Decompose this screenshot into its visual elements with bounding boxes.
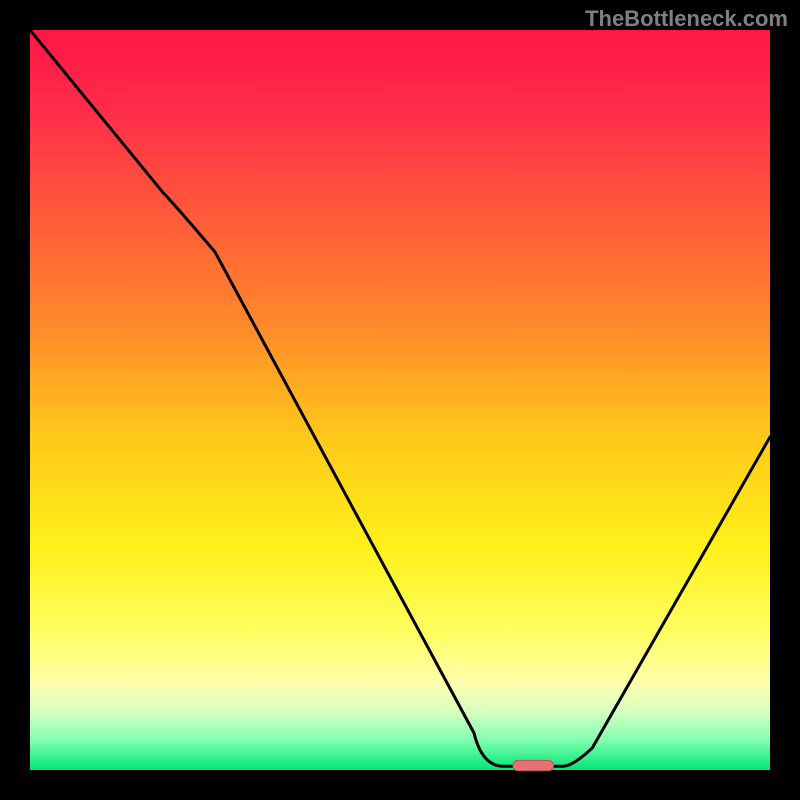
gradient-background	[30, 30, 770, 770]
bottleneck-chart	[0, 0, 800, 800]
optimal-point-marker	[513, 760, 554, 770]
watermark-text: TheBottleneck.com	[585, 6, 788, 32]
chart-container: TheBottleneck.com	[0, 0, 800, 800]
